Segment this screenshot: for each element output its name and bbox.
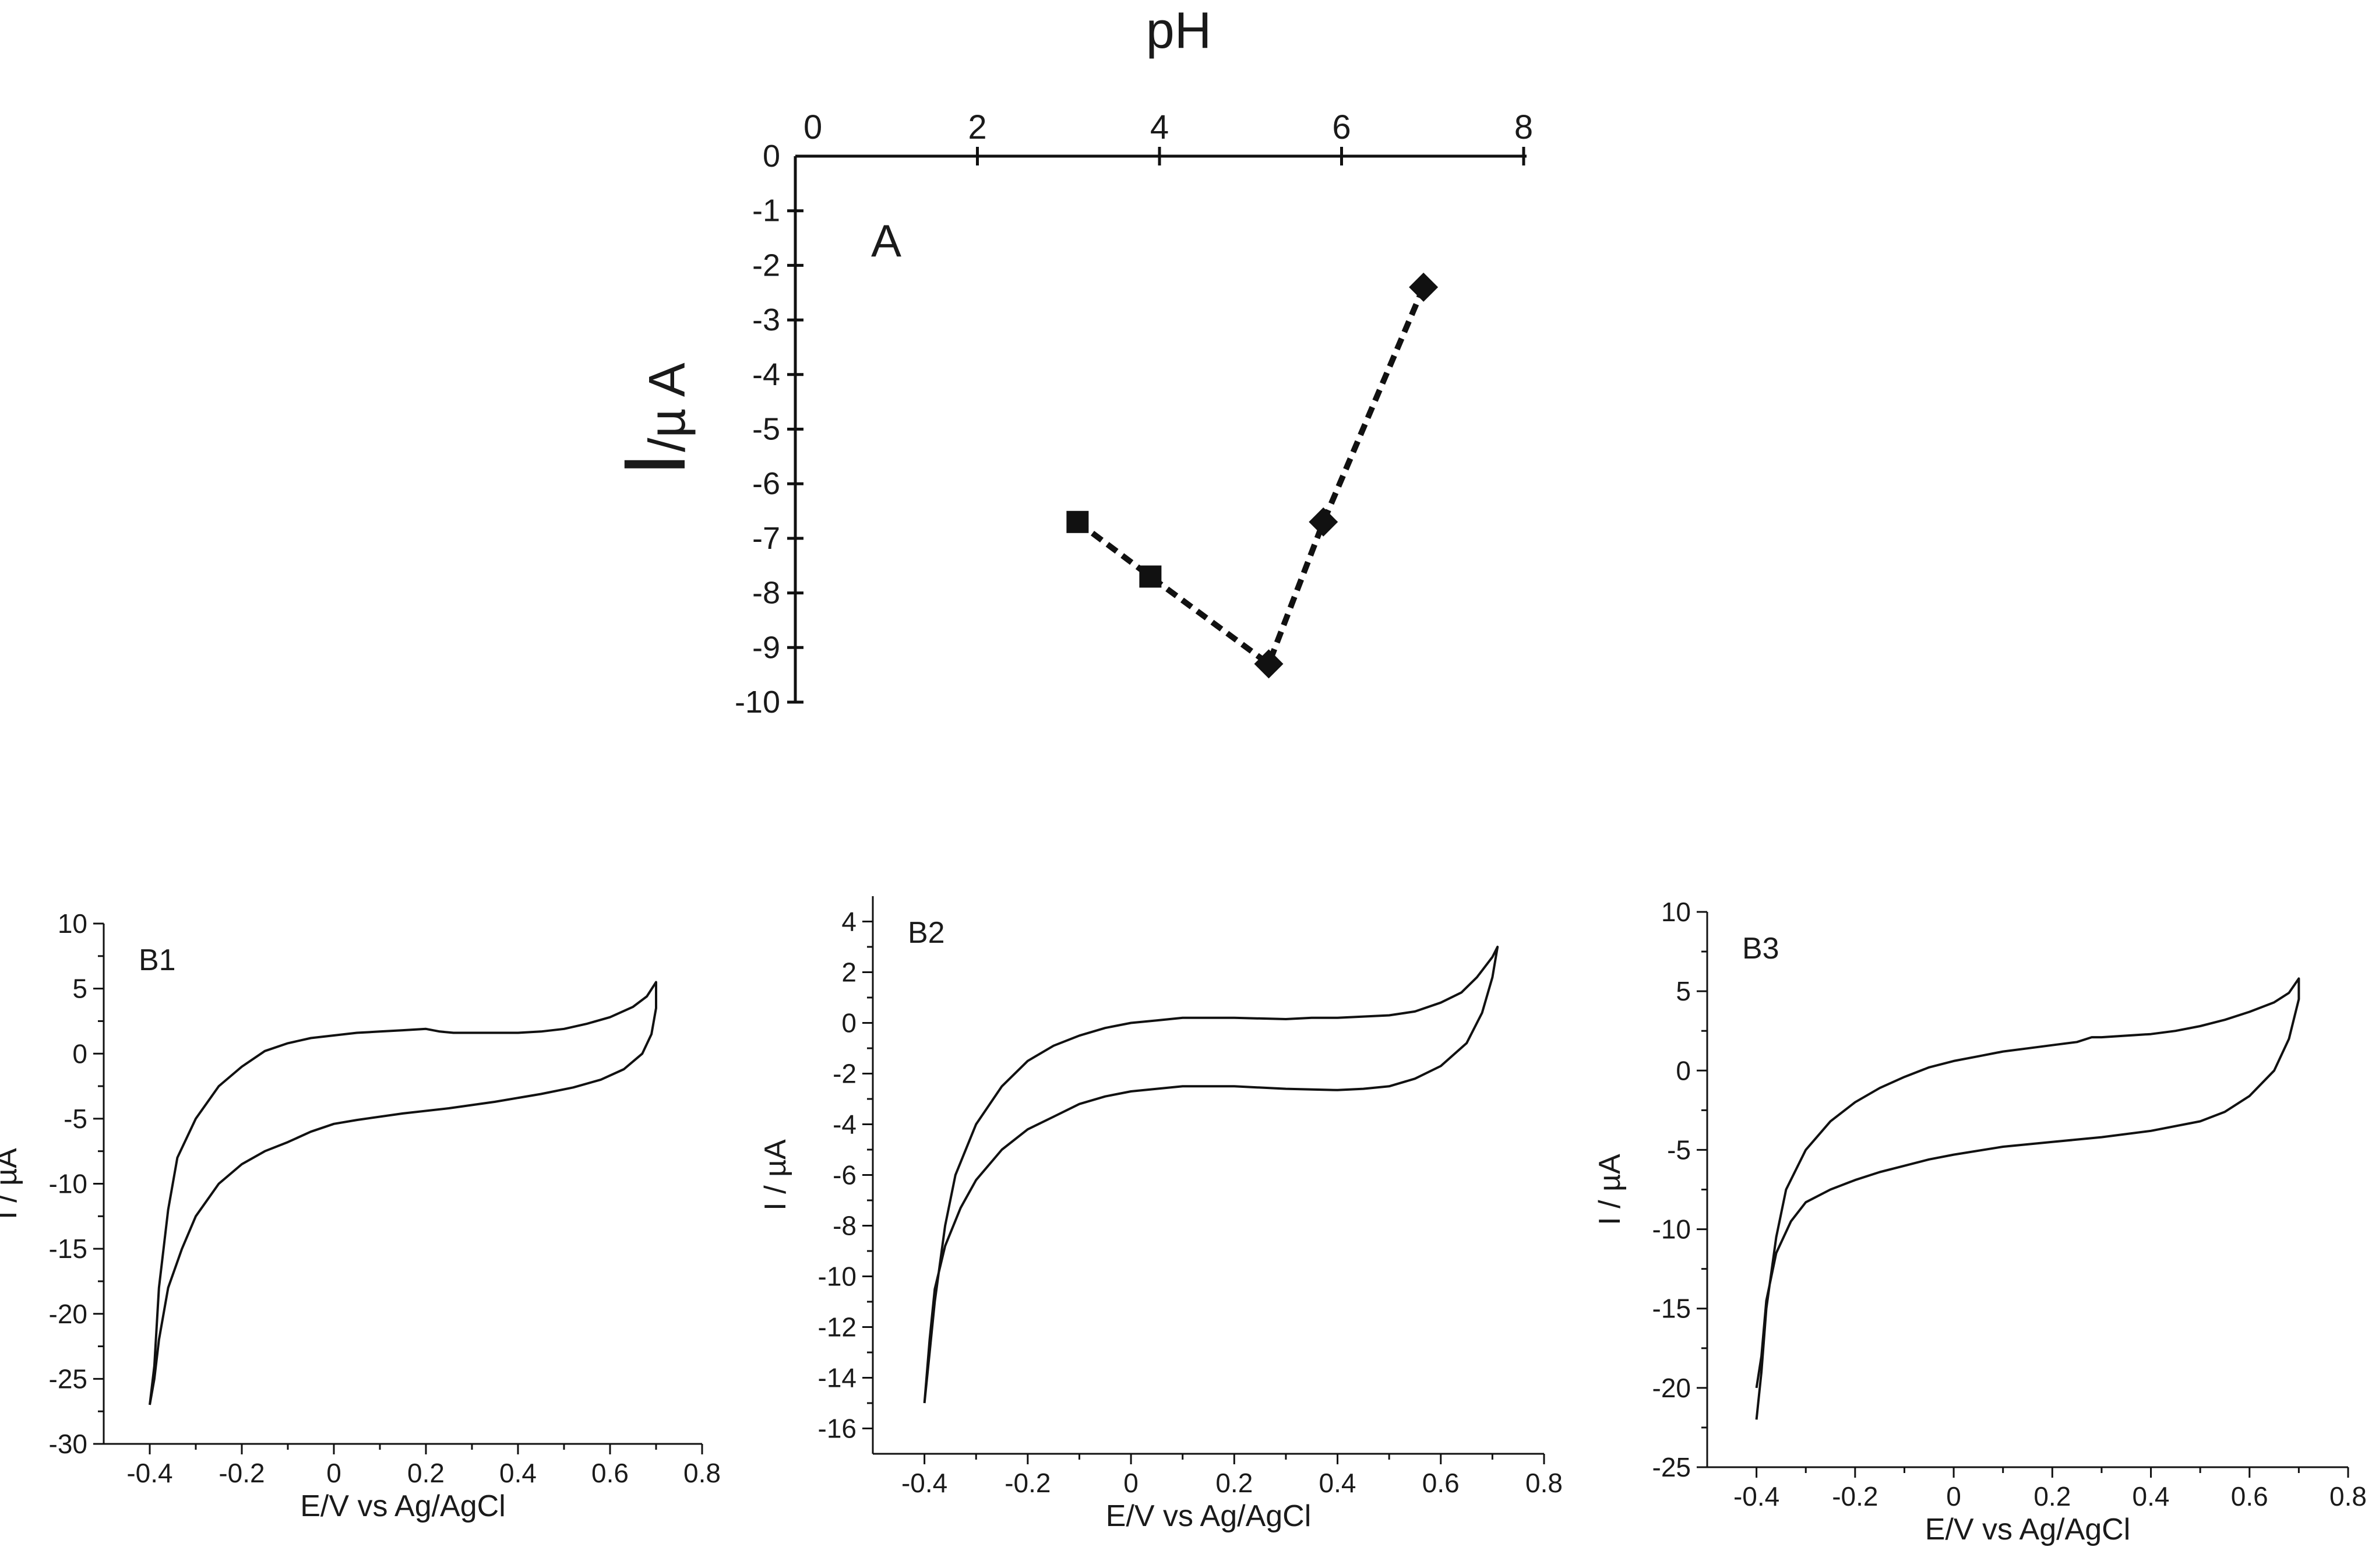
y-tick-label: -15	[49, 1234, 87, 1264]
y-tick-label: -6	[833, 1160, 857, 1190]
y-tick-label: -3	[752, 302, 780, 337]
y-tick-label: 10	[58, 908, 87, 939]
x-tick-label: -0.2	[1832, 1481, 1878, 1511]
y-tick-label: -5	[752, 412, 780, 447]
y-tick-label: 2	[841, 957, 857, 988]
y-tick-label: -25	[1652, 1452, 1691, 1482]
x-axis-title: E/V vs Ag/AgCl	[1106, 1499, 1312, 1533]
y-tick-label: -10	[818, 1262, 857, 1292]
x-tick-label: 0.4	[1319, 1468, 1356, 1498]
y-tick-label: -2	[752, 248, 780, 283]
chart-b3-voltammogram: -0.4 -0.2 0 0.2 0.4 0.6 0.8 10 5 0 -5 -10 -15 -20 -25 E…	[1593, 897, 2367, 1546]
y-tick-label: 0	[72, 1038, 87, 1069]
x-tick-label: 8	[1514, 108, 1533, 146]
data-point-diamond	[1309, 507, 1338, 537]
y-tick-label: -14	[818, 1363, 857, 1393]
data-point-diamond	[1409, 272, 1439, 302]
panel-label: B1	[139, 943, 176, 977]
x-tick-label: 0	[1123, 1468, 1139, 1498]
voltammogram-curve	[923, 946, 1499, 1404]
y-tick-label: -30	[49, 1429, 87, 1459]
y-tick-label: 5	[1676, 976, 1691, 1006]
x-axis-title: pH	[1146, 1, 1212, 59]
y-tick-label: -7	[752, 521, 780, 556]
x-axis-title: E/V vs Ag/AgCl	[300, 1489, 506, 1523]
x-tick-label: 0	[803, 108, 822, 146]
x-tick-label: 0.4	[2133, 1481, 2170, 1511]
chart-b1-voltammogram: -0.4 -0.2 0 0.2 0.4 0.6 0.8 10 5 0 -5 -10 -15 -20 -25 -…	[0, 908, 721, 1523]
y-tick-label: -25	[49, 1363, 87, 1394]
x-tick-label: 0.6	[1422, 1468, 1460, 1498]
x-tick-label: 0.8	[2329, 1481, 2367, 1511]
x-tick-label: 0.8	[683, 1458, 721, 1488]
chart-b2-voltammogram: -0.4 -0.2 0 0.2 0.4 0.6 0.8 4 2 0 -2 -4 -6 -8 -10 -12 -1…	[759, 896, 1563, 1533]
chart-a-ph-vs-current: 0 2 4 6 8 0 -1 -2 -3 -4 -5 -6 -7 -8 -9 -10 pH A I/µ A	[605, 1, 1533, 720]
y-axis-title: I / µA	[1593, 1154, 1627, 1225]
x-axis-title: E/V vs Ag/AgCl	[1925, 1513, 2131, 1546]
voltammogram-curve	[149, 981, 657, 1405]
y-tick-label: 0	[841, 1008, 857, 1038]
y-axis-title-unit: /µ A	[638, 362, 696, 452]
x-tick-label: 4	[1150, 108, 1169, 146]
data-series-line	[1076, 286, 1426, 669]
y-tick-label: -10	[735, 685, 780, 720]
y-tick-label: 10	[1661, 897, 1691, 927]
y-tick-label: -5	[64, 1104, 87, 1134]
x-tick-label: 0.2	[2033, 1481, 2071, 1511]
y-tick-label: 4	[841, 907, 857, 937]
y-tick-label: -8	[833, 1211, 857, 1241]
data-point-diamond	[1254, 649, 1284, 679]
y-tick-label: 0	[1676, 1055, 1691, 1086]
x-tick-label: 0.2	[1215, 1468, 1253, 1498]
x-tick-label: -0.2	[218, 1458, 265, 1488]
y-axis-title: I / µA	[759, 1139, 792, 1211]
data-point-square	[1139, 565, 1162, 588]
y-tick-label: -2	[833, 1059, 857, 1089]
y-tick-label: -9	[752, 630, 780, 665]
x-tick-label: -0.2	[1005, 1468, 1051, 1498]
panel-label: A	[871, 215, 901, 266]
x-tick-label: -0.4	[901, 1468, 947, 1498]
y-tick-label: -15	[1652, 1294, 1691, 1324]
x-tick-label: -0.4	[126, 1458, 172, 1488]
x-tick-label: -0.4	[1733, 1481, 1779, 1511]
y-tick-label: -1	[752, 193, 780, 228]
panel-label: B3	[1742, 932, 1779, 966]
y-tick-label: -20	[49, 1299, 87, 1329]
x-tick-label: 0.6	[2231, 1481, 2268, 1511]
x-tick-label: 0.4	[499, 1458, 537, 1488]
y-tick-label: 0	[763, 139, 780, 174]
voltammogram-curve	[1755, 977, 2300, 1420]
y-tick-label: -8	[752, 576, 780, 611]
x-tick-label: 0	[326, 1458, 341, 1488]
y-tick-label: -10	[1652, 1214, 1691, 1245]
x-tick-label: 0.6	[591, 1458, 629, 1488]
y-axis-title: I / µA	[0, 1148, 23, 1220]
y-axis-title: I/µ A	[605, 362, 703, 476]
y-tick-label: -4	[833, 1109, 857, 1140]
y-tick-label: -6	[752, 466, 780, 501]
y-tick-label: -4	[752, 357, 780, 392]
x-tick-label: 0.8	[1525, 1468, 1563, 1498]
y-tick-label: -20	[1652, 1373, 1691, 1403]
y-axis-title-symbol: I	[605, 452, 703, 477]
y-tick-label: -5	[1667, 1134, 1691, 1165]
y-tick-label: -16	[818, 1414, 857, 1444]
panel-label: B2	[908, 916, 945, 950]
y-tick-label: 5	[72, 974, 87, 1004]
y-tick-label: -10	[49, 1169, 87, 1199]
y-tick-label: -12	[818, 1312, 857, 1343]
x-tick-label: 0	[1946, 1481, 1961, 1511]
x-tick-label: 6	[1332, 108, 1351, 146]
x-tick-label: 0.2	[407, 1458, 445, 1488]
data-point-square	[1066, 510, 1089, 533]
x-tick-label: 2	[968, 108, 986, 146]
